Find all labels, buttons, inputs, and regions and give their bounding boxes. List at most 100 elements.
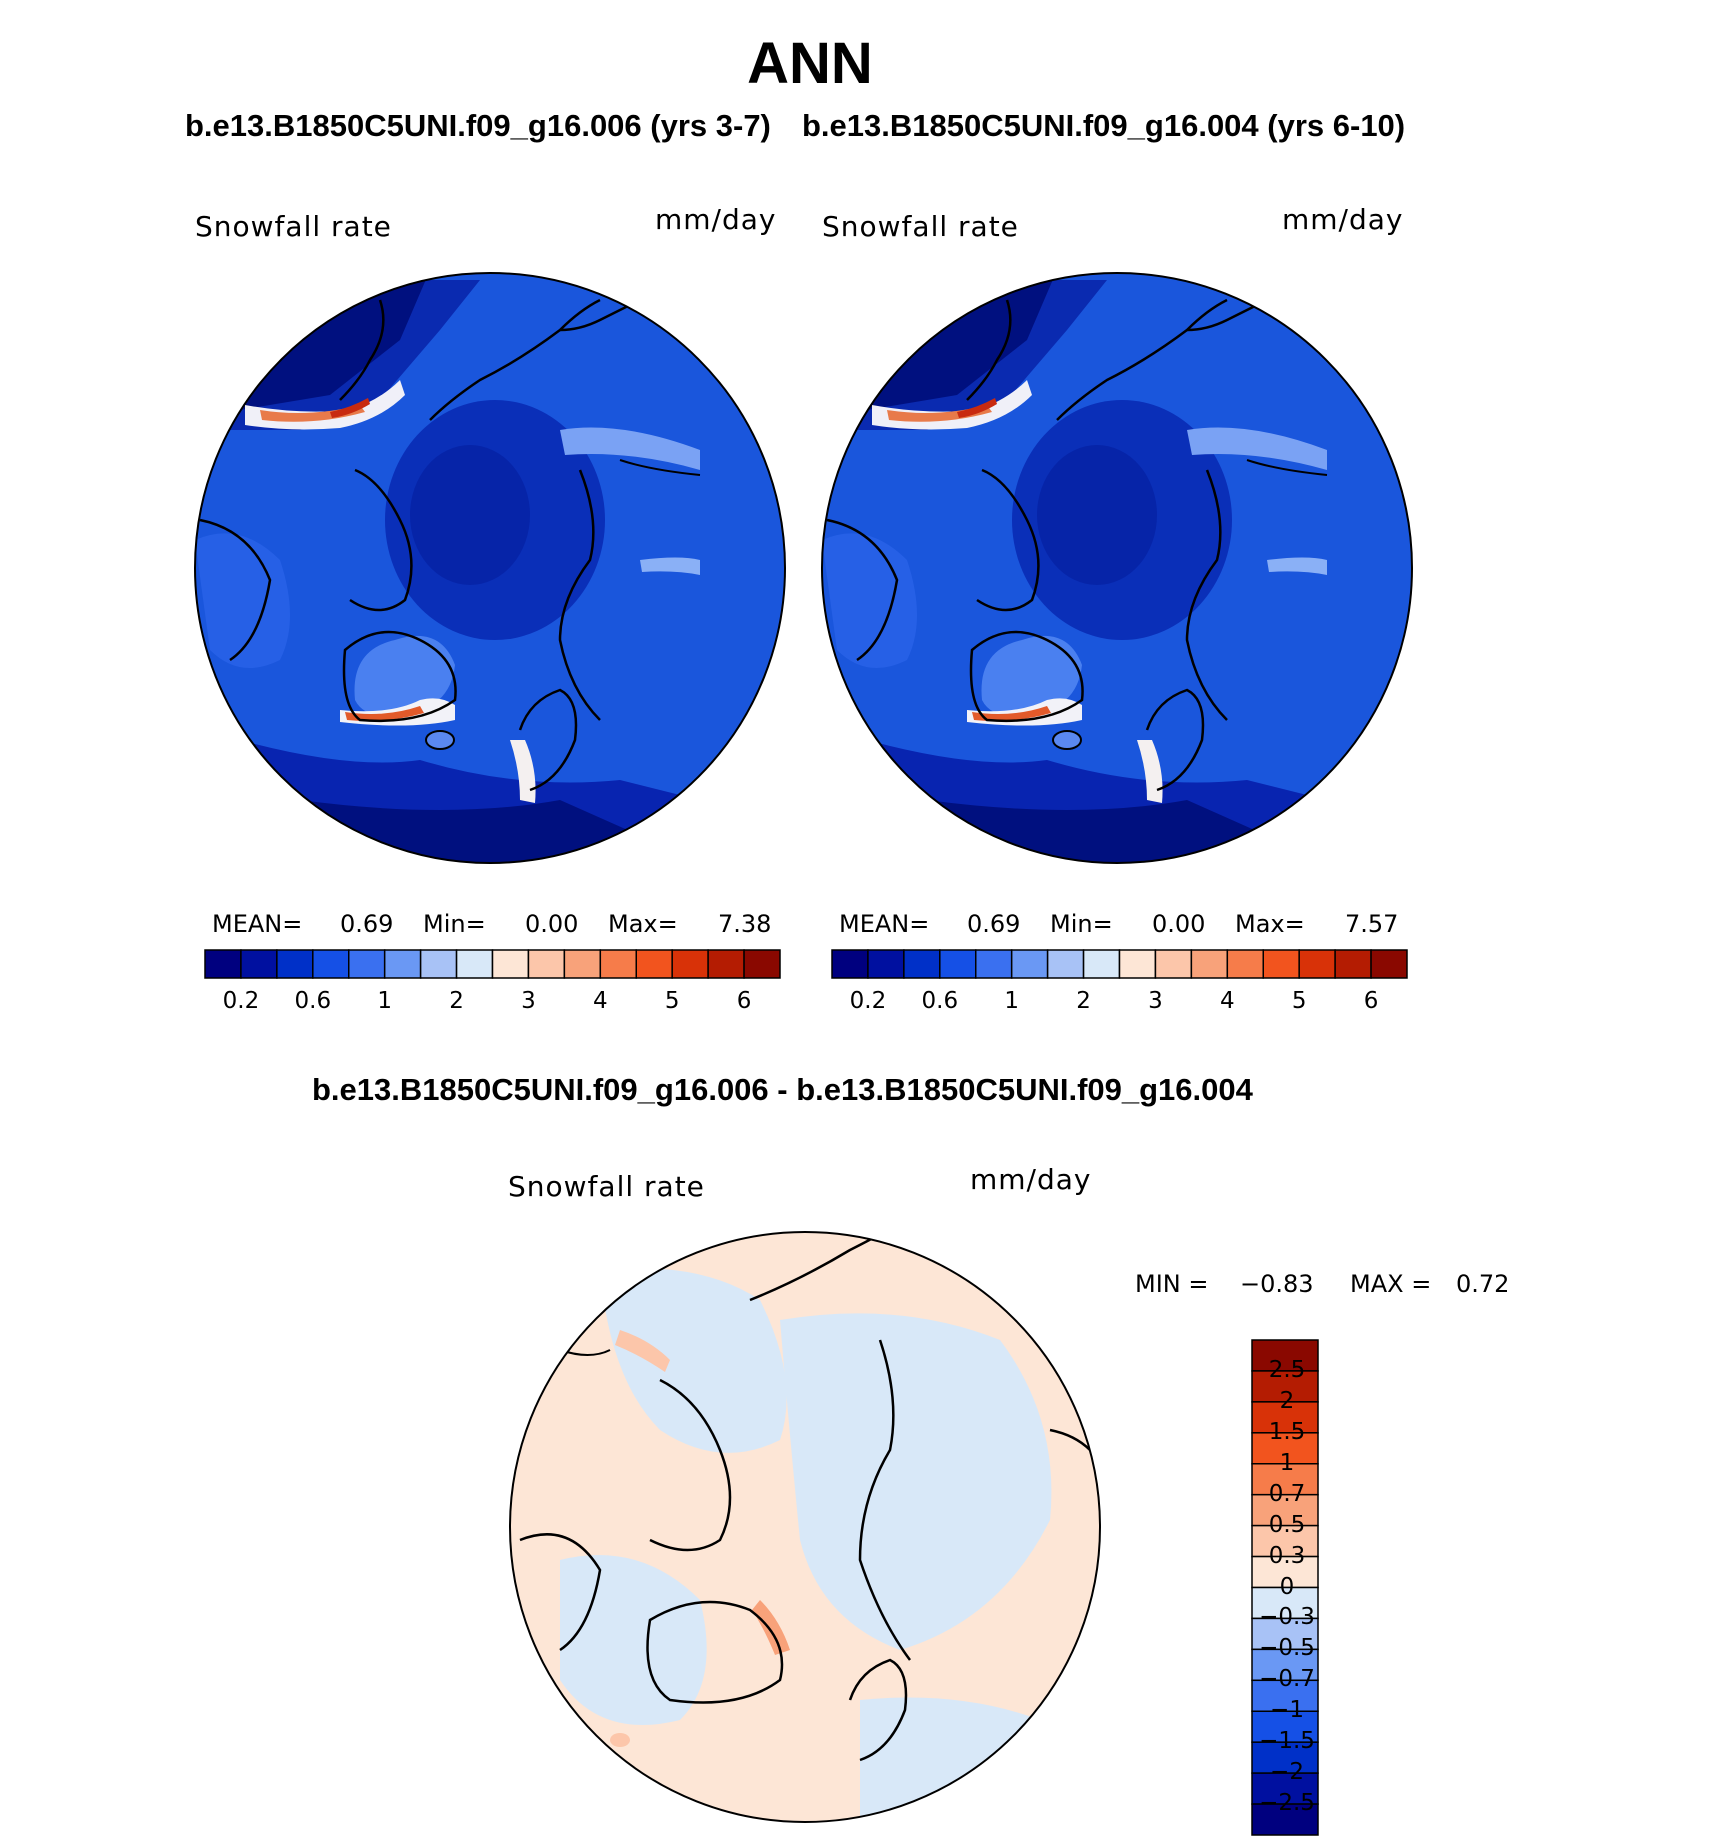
subtitle-case-004: b.e13.B1850C5UNI.f09_g16.004 (yrs 6-10) [802, 108, 1406, 143]
panel2-colorbar-box [867, 949, 905, 979]
panel1-colorbar-tick-label: 2 [449, 988, 464, 1014]
difference-colorbar-tick-label: 2.5 [1268, 1356, 1306, 1383]
panel1-colorbar-box [491, 949, 530, 979]
difference-colorbar-tick-label: 0.7 [1268, 1480, 1306, 1507]
panel1-colorbar-box [383, 949, 422, 979]
difference-title: b.e13.B1850C5UNI.f09_g16.006 - b.e13.B18… [312, 1072, 1253, 1107]
difference-max-label: MAX = [1350, 1270, 1432, 1298]
panel1-colorbar [204, 949, 781, 979]
panel1-colorbar-box [635, 949, 673, 979]
panel1-mean-label: MEAN= [212, 910, 303, 938]
panel1-max-label: Max= [608, 910, 678, 938]
panel2-max-value: 7.57 [1345, 910, 1399, 938]
panel2-mean-label: MEAN= [839, 910, 930, 938]
panel2-colorbar-tick-label: 1 [1004, 988, 1019, 1014]
panel1-colorbar-box [240, 949, 278, 979]
panel2-colorbar-box [1046, 949, 1085, 979]
panel2-min-label: Min= [1050, 910, 1113, 938]
difference-min-label: MIN = [1135, 1270, 1209, 1298]
panel2-colorbar-box [831, 949, 869, 979]
difference-colorbar-box [1251, 1524, 1319, 1558]
panel1-colorbar-tick-label: 6 [736, 988, 752, 1014]
panel1-colorbar-box [707, 949, 745, 979]
panel2-colorbar [831, 949, 1408, 979]
difference-colorbar-box [1251, 1493, 1319, 1527]
panel1-colorbar-box [204, 949, 242, 979]
panel2-colorbar-tick-label: 3 [1148, 988, 1163, 1014]
panel2-colorbar-box [1226, 949, 1264, 979]
difference-units-label: mm/day [970, 1163, 1092, 1196]
panel1-mean-value: 0.69 [340, 910, 394, 938]
panel1-colorbar-box [563, 949, 602, 979]
panel2-colorbar-box [1154, 949, 1193, 979]
difference-colorbar-tick-label: −0.7 [1259, 1666, 1315, 1693]
difference-map [510, 1232, 1100, 1822]
panel1-variable-label: Snowfall rate [195, 210, 392, 243]
difference-colorbar-tick-label: 2 [1279, 1387, 1295, 1414]
difference-colorbar-box [1251, 1617, 1319, 1651]
difference-colorbar-tick-label: −1 [1270, 1697, 1304, 1724]
panel1-colorbar-tick-label: 1 [377, 988, 392, 1014]
panel2-colorbar-box [1298, 949, 1336, 979]
panel1-colorbar-box [743, 949, 781, 979]
panel2-colorbar-box [975, 949, 1013, 979]
panel2-colorbar-tick-label: 5 [1291, 988, 1307, 1014]
panel2-colorbar-box [1190, 949, 1229, 979]
difference-colorbar-tick-label: −0.3 [1259, 1604, 1315, 1631]
panel2-colorbar-box [939, 949, 977, 979]
panel2-max-label: Max= [1235, 910, 1305, 938]
figure-title: ANN [747, 31, 873, 96]
panel1-colorbar-tick-label: 3 [521, 988, 536, 1014]
difference-variable-label: Snowfall rate [508, 1170, 705, 1203]
panel1-min-label: Min= [423, 910, 486, 938]
panel1-colorbar-box [671, 949, 709, 979]
panel1-colorbar-tick-label: 0.2 [222, 988, 260, 1014]
difference-colorbar-tick-label: −0.5 [1259, 1635, 1315, 1662]
panel2-colorbar-tick-label: 6 [1363, 988, 1379, 1014]
panel1-min-value: 0.00 [525, 910, 579, 938]
difference-colorbar-box [1251, 1555, 1319, 1589]
panel2-colorbar-box [1262, 949, 1300, 979]
panel1-colorbar-tick-label: 5 [664, 988, 680, 1014]
panel1-colorbar-box [276, 949, 314, 979]
difference-colorbar-box [1251, 1648, 1319, 1682]
panel1-colorbar-tick-label: 4 [592, 988, 608, 1014]
difference-colorbar-tick-label: −1.5 [1259, 1728, 1315, 1755]
difference-colorbar-tick-label: 0 [1279, 1573, 1295, 1600]
difference-colorbar-box [1251, 1432, 1319, 1465]
difference-colorbar [1251, 1339, 1319, 1836]
panel2-colorbar-box [1082, 949, 1121, 979]
panel2-colorbar-tick-label: 0.2 [849, 988, 887, 1014]
panel1-colorbar-box [348, 949, 386, 979]
difference-colorbar-box [1251, 1370, 1319, 1403]
panel1-units-label: mm/day [655, 203, 777, 236]
subtitle-case-006: b.e13.B1850C5UNI.f09_g16.006 (yrs 3-7) [185, 108, 771, 143]
difference-min-value: −0.83 [1240, 1270, 1314, 1298]
difference-colorbar-tick-label: 0.3 [1268, 1542, 1306, 1569]
panel2-colorbar-tick-label: 0.6 [921, 988, 959, 1014]
difference-colorbar-box [1251, 1586, 1319, 1620]
difference-colorbar-tick-label: −2 [1270, 1759, 1304, 1786]
difference-colorbar-box [1251, 1339, 1319, 1372]
difference-colorbar-tick-label: −2.5 [1259, 1790, 1315, 1817]
panel1-colorbar-box [312, 949, 350, 979]
panel2-colorbar-box [903, 949, 941, 979]
panel2-colorbar-box [1370, 949, 1408, 979]
panel1-colorbar-box [527, 949, 566, 979]
panel1-colorbar-tick-label: 0.6 [294, 988, 332, 1014]
panel2-colorbar-box [1010, 949, 1049, 979]
difference-colorbar-box [1251, 1679, 1319, 1712]
panel1-colorbar-box [419, 949, 458, 979]
panel2-colorbar-box [1334, 949, 1372, 979]
panel2-colorbar-tick-label: 2 [1076, 988, 1091, 1014]
difference-colorbar-tick-label: 1 [1279, 1449, 1295, 1476]
difference-max-value: 0.72 [1456, 1270, 1510, 1298]
difference-colorbar-tick-label: 0.5 [1268, 1511, 1306, 1538]
panel2-colorbar-tick-label: 4 [1219, 988, 1235, 1014]
difference-colorbar-box [1251, 1741, 1319, 1774]
panel1-colorbar-box [599, 949, 637, 979]
panel2-mean-value: 0.69 [967, 910, 1021, 938]
panel2-units-label: mm/day [1282, 203, 1404, 236]
